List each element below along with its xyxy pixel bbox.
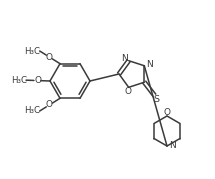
Text: O: O [124, 87, 131, 96]
Text: O: O [46, 100, 53, 109]
Text: N: N [121, 54, 128, 63]
Text: N: N [169, 142, 175, 151]
Text: S: S [153, 95, 159, 104]
Text: N: N [146, 60, 153, 69]
Text: H₃C: H₃C [25, 106, 40, 115]
Text: H₃C: H₃C [25, 47, 40, 56]
Text: O: O [163, 108, 170, 117]
Text: H₃C: H₃C [11, 76, 27, 85]
Text: O: O [46, 53, 53, 62]
Text: O: O [34, 76, 41, 85]
